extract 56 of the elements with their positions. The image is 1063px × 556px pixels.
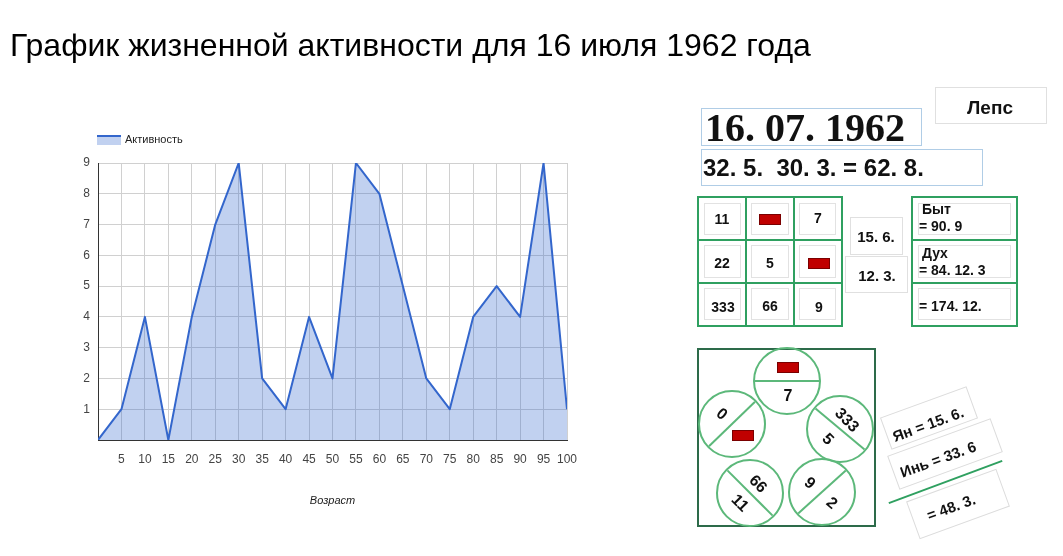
x-tick-label: 100 bbox=[556, 451, 578, 466]
text: 2 bbox=[823, 493, 842, 512]
x-tick-label: 20 bbox=[185, 451, 199, 466]
x-axis-title: Возраст bbox=[309, 494, 356, 507]
text: 5 bbox=[766, 255, 774, 271]
y-tick-label: 6 bbox=[83, 247, 91, 262]
x-tick-label: 70 bbox=[419, 451, 434, 466]
y-tick-label: 8 bbox=[83, 186, 91, 201]
x-tick-label: 25 bbox=[208, 451, 223, 466]
text: Дух bbox=[922, 245, 948, 261]
text: 12. 3. bbox=[858, 266, 896, 284]
text: 7 bbox=[783, 387, 793, 404]
x-tick-label: 50 bbox=[325, 451, 340, 466]
text: 9 bbox=[801, 473, 820, 492]
y-tick-label: 2 bbox=[83, 370, 91, 385]
text: = 48. 3. bbox=[924, 490, 978, 524]
y-tick-label: 4 bbox=[83, 309, 91, 324]
x-tick-label: 60 bbox=[372, 451, 387, 466]
x-tick-label: 90 bbox=[513, 451, 528, 466]
text: Лепс bbox=[967, 96, 1013, 118]
legend-label: Активность bbox=[125, 133, 184, 146]
text: 0 bbox=[713, 404, 732, 423]
chart-title: График жизненной активности для 16 июля 1962 года bbox=[10, 27, 811, 64]
text: 333 bbox=[711, 299, 735, 315]
text: 32. 5. 30. 3. = 62. 8. bbox=[703, 154, 924, 181]
text: 66 bbox=[762, 298, 778, 314]
y-tick-label: 3 bbox=[83, 339, 91, 354]
text: = 174. 12. bbox=[919, 298, 982, 314]
text: 9 bbox=[815, 299, 823, 315]
x-tick-label: 85 bbox=[489, 451, 504, 466]
text: = 90. 9 bbox=[919, 218, 963, 234]
x-tick-label: 80 bbox=[466, 451, 481, 466]
x-tick-label: 55 bbox=[349, 451, 363, 466]
x-tick-label: 10 bbox=[138, 451, 152, 466]
text: Ян = 15. 6. bbox=[890, 403, 966, 445]
text: 11 bbox=[714, 211, 730, 227]
y-tick-label: 5 bbox=[83, 278, 91, 293]
x-tick-label: 40 bbox=[278, 451, 293, 466]
y-tick-label: 7 bbox=[83, 216, 91, 231]
text: 7 bbox=[814, 210, 822, 226]
text: 5 bbox=[819, 429, 838, 448]
x-tick-label: 75 bbox=[443, 451, 457, 466]
text: 16. 07. 1962 bbox=[705, 105, 905, 150]
x-tick-label: 5 bbox=[118, 451, 126, 466]
x-tick-label: 65 bbox=[396, 451, 410, 466]
x-tick-label: 45 bbox=[302, 451, 317, 466]
y-tick-label: 1 bbox=[83, 401, 91, 416]
x-tick-label: 30 bbox=[232, 451, 246, 466]
x-tick-label: 15 bbox=[161, 451, 176, 466]
text: 22 bbox=[714, 255, 730, 271]
text: 15. 6. bbox=[857, 227, 895, 245]
x-tick-label: 95 bbox=[536, 451, 551, 466]
text: Быт bbox=[922, 201, 951, 217]
y-tick-label: 9 bbox=[83, 155, 91, 170]
x-tick-label: 35 bbox=[255, 451, 270, 466]
text: = 84. 12. 3 bbox=[919, 262, 986, 278]
